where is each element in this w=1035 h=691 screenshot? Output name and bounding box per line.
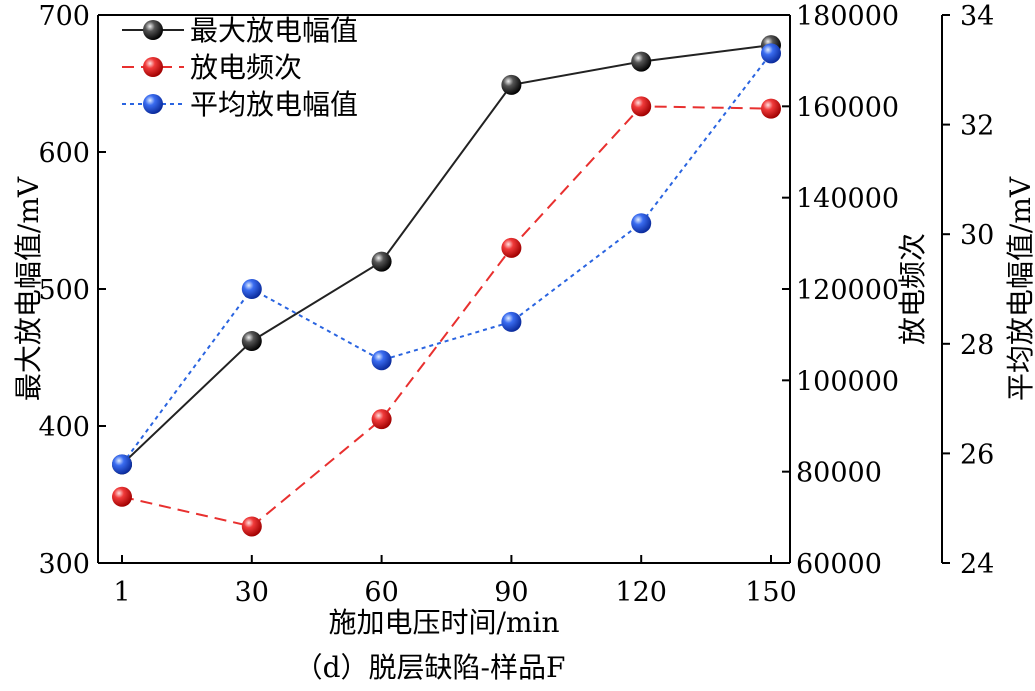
legend-label-max-amplitude: 最大放电幅值: [190, 14, 358, 47]
x-tick-label: 30: [235, 577, 269, 608]
data-point-series-1: [371, 409, 392, 430]
data-point-series-1: [241, 516, 262, 537]
x-tick-label: 1: [113, 577, 130, 608]
right1-tick-label: 80000: [796, 458, 882, 489]
left-tick-label: 400: [38, 412, 90, 443]
right1-tick-label: 60000: [796, 549, 882, 580]
left-tick-label: 500: [38, 275, 90, 306]
x-axis-title: 施加电压时间/min: [329, 606, 560, 639]
right1-tick-label: 180000: [796, 1, 899, 32]
legend-label-avg-amplitude: 平均放电幅值: [190, 88, 358, 121]
right1-tick-label: 120000: [796, 275, 899, 306]
right2-tick-label: 32: [960, 111, 994, 142]
right1-axis-title: 放电频次: [896, 233, 929, 345]
series-line-1: [121, 105, 772, 528]
right1-tick-label: 140000: [796, 184, 899, 215]
right2-tick-label: 24: [960, 549, 994, 580]
data-point-series-0: [631, 51, 652, 72]
left-tick-label: 600: [38, 138, 90, 169]
left-axis-title: 最大放电幅值/mV: [12, 176, 45, 401]
right1-tick-label: 100000: [796, 366, 899, 397]
legend-item-avg-amplitude: 平均放电幅值: [122, 88, 358, 121]
legend: 最大放电幅值 放电频次 平均放电幅值: [122, 14, 358, 121]
series-line-2: [121, 52, 772, 465]
legend-item-max-amplitude: 最大放电幅值: [122, 14, 358, 47]
data-point-series-0: [241, 331, 262, 352]
data-point-series-1: [761, 98, 781, 119]
x-tick-label: 150: [745, 577, 797, 608]
legend-item-discharge-count: 放电频次: [122, 51, 302, 84]
data-point-series-2: [761, 43, 781, 64]
right2-tick-label: 34: [960, 1, 994, 32]
series-layer: [112, 35, 781, 537]
right2-tick-label: 30: [960, 220, 994, 251]
x-tick-label: 120: [615, 577, 667, 608]
legend-marker-avg-amplitude: [143, 94, 163, 114]
data-point-series-0: [371, 251, 392, 272]
left-tick-label: 300: [38, 549, 90, 580]
right2-tick-label: 28: [960, 330, 994, 361]
series-line-0: [121, 44, 772, 466]
data-point-series-2: [371, 350, 392, 371]
data-point-series-0: [501, 74, 522, 95]
x-tick-label: 90: [494, 577, 528, 608]
right2-axis-title: 平均放电幅值/mV: [1004, 176, 1035, 401]
data-point-series-1: [631, 96, 652, 117]
data-point-series-2: [241, 279, 262, 299]
x-tick-label: 60: [364, 577, 398, 608]
data-point-series-2: [501, 311, 522, 332]
left-tick-label: 700: [38, 1, 90, 32]
figure-caption: （d）脱层缺陷-样品F: [295, 651, 566, 684]
data-point-series-1: [501, 237, 522, 258]
legend-label-discharge-count: 放电频次: [190, 51, 302, 84]
right1-tick-label: 160000: [796, 92, 899, 123]
data-point-series-2: [631, 213, 652, 234]
data-point-series-1: [112, 486, 132, 507]
legend-marker-max-amplitude: [143, 20, 163, 40]
data-point-series-2: [112, 454, 132, 475]
right2-tick-label: 26: [960, 439, 994, 470]
legend-marker-discharge-count: [143, 57, 163, 77]
ticks-layer: 1 30 60 90 120 150 300 400 500 600 700 60000 80000 10…: [38, 1, 994, 608]
